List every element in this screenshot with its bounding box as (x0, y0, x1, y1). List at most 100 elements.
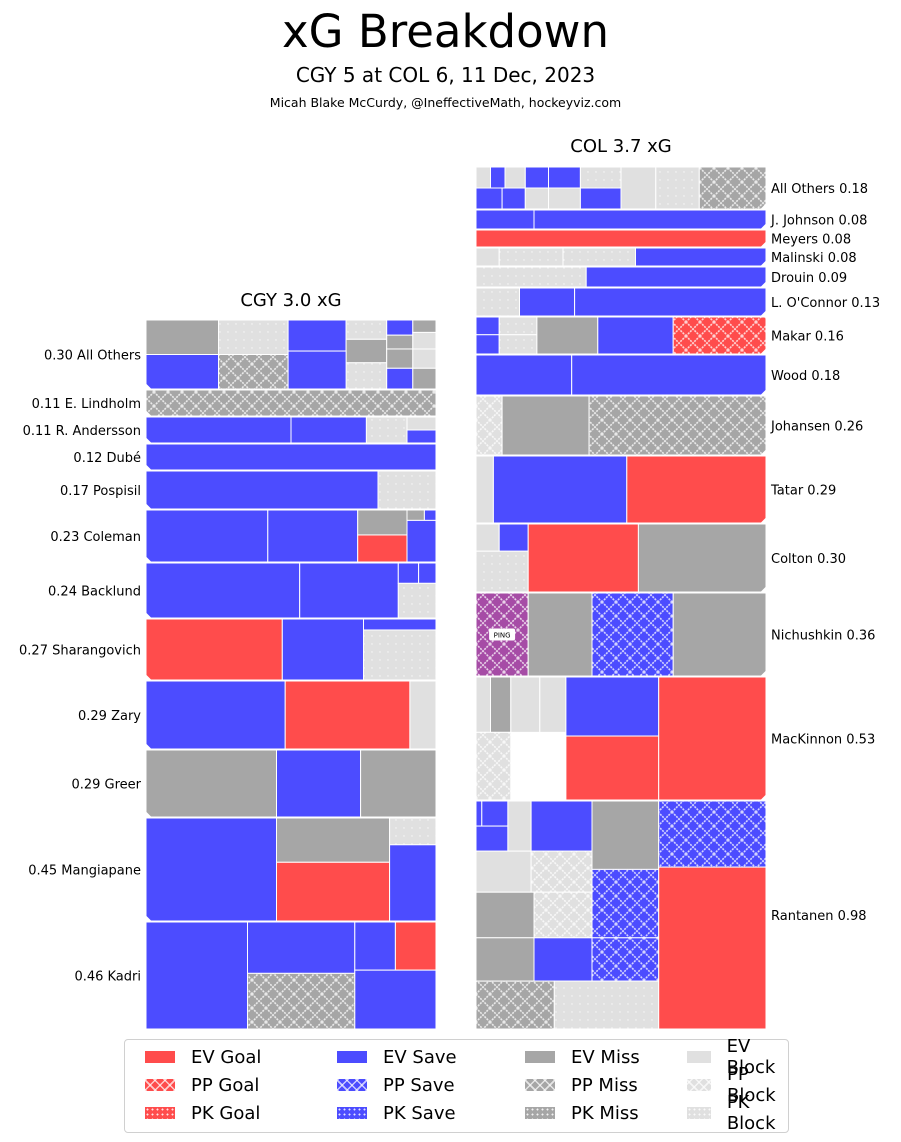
cgy-shot-cell-save-ev (145, 921, 248, 1030)
col-shot-cell-block-ev (475, 523, 500, 552)
player-label: 0.23 Coleman (50, 530, 141, 545)
player-label: Malinski 0.08 (771, 251, 857, 266)
cgy-shot-cell-save-ev (354, 921, 396, 971)
player-label: Tatar 0.29 (770, 484, 836, 499)
cgy-shot-cell-save-ev (397, 562, 420, 584)
col-shot-cell-block-ev (510, 676, 541, 733)
cgy-shot-cell-save-ev (299, 562, 399, 619)
cgy-shot-cell-miss-pp-hatch (218, 354, 289, 389)
legend-label: PP Goal (191, 1074, 260, 1096)
legend-item-ev-block: EV Block (687, 1036, 788, 1078)
player-label: 0.11 E. Lindholm (32, 397, 141, 412)
player-label: Nichushkin 0.36 (771, 629, 875, 644)
col-shot-cell-miss-pp-hatch (589, 396, 766, 455)
cgy-shot-cell-save-ev (145, 562, 301, 619)
col-shot-cell-miss-pp-hatch (699, 167, 766, 209)
cgy-shot-cell-miss-ev (412, 367, 437, 390)
col-shot-cell-save-pp-hatch (592, 593, 674, 676)
cgy-shot-cell-save-ev (145, 443, 437, 471)
cgy-shot-cell-block-pk-hatch (378, 471, 436, 509)
player-label: 0.30 All Others (44, 349, 141, 364)
cgy-shot-cell-miss-ev (345, 338, 388, 364)
col-shot-cell-block-ev (475, 455, 494, 524)
col-shot-cell-save-ev (533, 937, 593, 982)
cgy-shot-cell-block-ev (412, 331, 437, 350)
cgy-shot-cell-goal-ev (357, 534, 408, 563)
col-shot-cell-block-ev (620, 166, 657, 210)
col-shot-cell-goal-ev (658, 676, 767, 801)
cgy-shot-cell-miss-ev (145, 749, 277, 818)
player-label: J. Johnson 0.08 (770, 214, 867, 229)
col-shot-cell-save-ev (530, 800, 593, 852)
cgy-shot-cell-block-pk-hatch (218, 320, 289, 355)
cgy-shot-cell-save-ev (145, 817, 277, 922)
col-shot-cell-block-pp-hatch (531, 851, 592, 893)
legend-swatch (145, 1079, 175, 1091)
chart-subtitle: CGY 5 at COL 6, 11 Dec, 2023 (295, 63, 596, 87)
col-shot-cell-block-ev (475, 676, 491, 733)
chart-title: xG Breakdown (282, 5, 609, 58)
col-shot-cell-block-pk-hatch (655, 167, 700, 209)
cgy-shot-cell-block-pk-hatch (389, 818, 436, 845)
cgy-shot-cell-save-ev (363, 618, 437, 631)
col-shot-cell-save-ev (475, 800, 483, 827)
player-label: Wood 0.18 (771, 369, 840, 384)
col-shot-cell-block-ev (475, 247, 500, 267)
cgy-shot-cell-save-ev (406, 429, 437, 444)
cgy-shot-cell-miss-ev (145, 319, 219, 355)
player-label: 0.11 R. Andersson (23, 424, 141, 439)
col-shot-cell-miss-ev (475, 937, 535, 982)
col-shot-cell-block-pk-hatch (499, 317, 537, 335)
cgy-shot-cell-save-ev (145, 416, 292, 444)
cgy-shot-cell-save-ev (281, 618, 364, 681)
player-label: 0.29 Zary (78, 709, 141, 724)
player-label: Makar 0.16 (771, 330, 844, 345)
legend-swatch (687, 1051, 711, 1063)
col-shot-cell-save-ev (475, 354, 573, 396)
col-shot-cell-block-ev (524, 187, 549, 210)
col-shot-cell-block-pk-hatch (554, 981, 659, 1029)
col-shot-cell-save-ev (475, 209, 535, 230)
cgy-shot-cell-miss-ev (360, 749, 437, 818)
cgy-shot-cell-save-ev (386, 367, 414, 390)
legend-item-pk-goal: PK Goal (145, 1101, 260, 1125)
legend-swatch (525, 1051, 555, 1063)
legend-swatch (687, 1107, 711, 1119)
col-shot-cell-save-ev (519, 287, 576, 317)
cgy-shot-cell-save-ev (145, 354, 219, 390)
legend-swatch (525, 1107, 555, 1119)
player-label: Rantanen 0.98 (771, 909, 867, 924)
col-shot-cell-save-ev (585, 266, 767, 288)
col-shot-cell-save-ev (481, 800, 509, 827)
player-label: 0.27 Sharangovich (19, 644, 141, 659)
cgy-shot-cell-block-pk-hatch (363, 629, 436, 680)
cgy-shot-cell-save-ev (290, 416, 367, 444)
cgy-shot-cell-miss-pp-hatch (247, 973, 355, 1029)
cgy-shot-cell-save-ev (423, 509, 437, 521)
cgy-shot-cell-miss-ev (276, 817, 391, 863)
col-shot-cell-save-pp-hatch (592, 937, 659, 982)
legend-swatch (337, 1051, 367, 1063)
legend-label: EV Goal (191, 1046, 262, 1068)
cgy-shot-cell-save-ev (145, 680, 286, 750)
player-label: Drouin 0.09 (771, 271, 847, 286)
col-shot-cell-block-ev (475, 850, 532, 893)
player-label: Johansen 0.26 (770, 420, 863, 435)
legend-label: PK Miss (571, 1102, 639, 1124)
col-shot-cell-save-ev (475, 334, 500, 355)
player-label: 0.45 Mangiapane (28, 864, 141, 879)
legend-swatch (337, 1107, 367, 1119)
legend-swatch (337, 1079, 367, 1091)
legend-swatch (525, 1079, 555, 1091)
legend-label: EV Miss (571, 1046, 640, 1068)
ping-annotation: PING (494, 632, 511, 640)
legend-label: PP Save (383, 1074, 455, 1096)
col-shot-cell-save-pp-hatch (592, 869, 659, 938)
cgy-shot-cell-block-ev (412, 348, 437, 369)
cgy-shot-cell-goal-ev (276, 861, 391, 922)
col-shot-cell-miss-ev (527, 592, 593, 677)
legend-item-pp-save: PP Save (337, 1073, 455, 1097)
player-label: Colton 0.30 (771, 552, 846, 567)
player-label: 0.17 Pospisil (60, 484, 141, 499)
